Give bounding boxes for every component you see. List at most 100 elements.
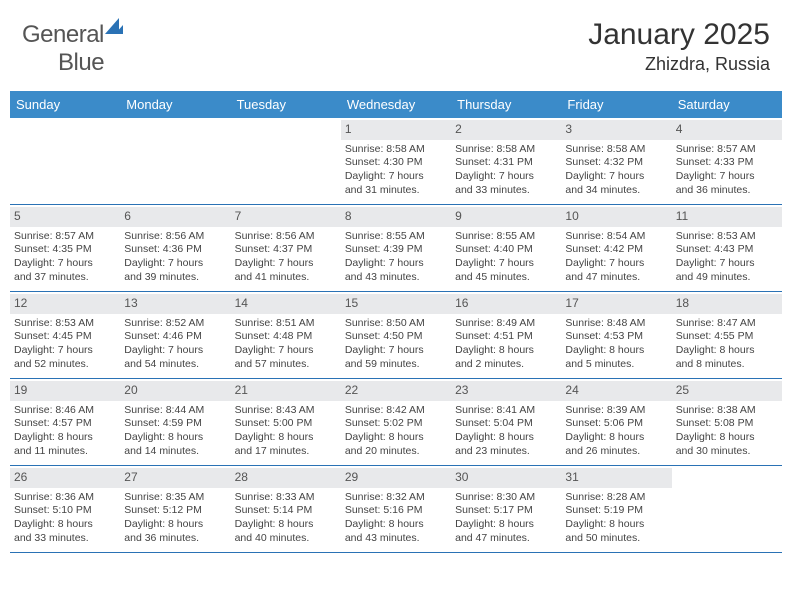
cell-daylight1: Daylight: 7 hours (235, 257, 337, 271)
cell-sunset: Sunset: 4:50 PM (345, 330, 447, 344)
cell-sunrise: Sunrise: 8:56 AM (124, 230, 226, 244)
cell-daylight1: Daylight: 8 hours (14, 431, 116, 445)
cell-daylight1: Daylight: 7 hours (565, 257, 667, 271)
cell-daylight1: Daylight: 7 hours (124, 257, 226, 271)
cell-daylight2: and 43 minutes. (345, 271, 447, 285)
cell-sunset: Sunset: 4:57 PM (14, 417, 116, 431)
cell-daylight2: and 14 minutes. (124, 445, 226, 459)
cell-sunset: Sunset: 4:51 PM (455, 330, 557, 344)
calendar-header-row: Sunday Monday Tuesday Wednesday Thursday… (10, 91, 782, 118)
day-number: 11 (672, 207, 782, 227)
cell-sunset: Sunset: 4:36 PM (124, 243, 226, 257)
calendar-cell: 10Sunrise: 8:54 AMSunset: 4:42 PMDayligh… (561, 205, 671, 291)
cell-sunrise: Sunrise: 8:53 AM (14, 317, 116, 331)
cell-daylight2: and 59 minutes. (345, 358, 447, 372)
day-number: 26 (10, 468, 120, 488)
cell-sunset: Sunset: 4:48 PM (235, 330, 337, 344)
calendar-cell: 2Sunrise: 8:58 AMSunset: 4:31 PMDaylight… (451, 118, 561, 204)
day-number: 5 (10, 207, 120, 227)
calendar-cell: . (672, 466, 782, 552)
calendar-cell: 22Sunrise: 8:42 AMSunset: 5:02 PMDayligh… (341, 379, 451, 465)
cell-sunrise: Sunrise: 8:38 AM (676, 404, 778, 418)
day-number: 14 (231, 294, 341, 314)
day-number: 8 (341, 207, 451, 227)
cell-sunrise: Sunrise: 8:58 AM (345, 143, 447, 157)
cell-sunrise: Sunrise: 8:55 AM (345, 230, 447, 244)
cell-daylight2: and 26 minutes. (565, 445, 667, 459)
cell-sunset: Sunset: 5:10 PM (14, 504, 116, 518)
cell-sunrise: Sunrise: 8:51 AM (235, 317, 337, 331)
cell-sunset: Sunset: 4:46 PM (124, 330, 226, 344)
cell-daylight2: and 52 minutes. (14, 358, 116, 372)
day-number: 12 (10, 294, 120, 314)
cell-daylight2: and 49 minutes. (676, 271, 778, 285)
cell-daylight2: and 23 minutes. (455, 445, 557, 459)
cell-sunset: Sunset: 4:35 PM (14, 243, 116, 257)
cell-daylight1: Daylight: 8 hours (565, 431, 667, 445)
cell-daylight1: Daylight: 8 hours (565, 344, 667, 358)
cell-daylight2: and 40 minutes. (235, 532, 337, 546)
calendar-cell: . (10, 118, 120, 204)
cell-sunrise: Sunrise: 8:50 AM (345, 317, 447, 331)
cell-daylight1: Daylight: 8 hours (235, 518, 337, 532)
cell-daylight2: and 47 minutes. (455, 532, 557, 546)
cell-sunrise: Sunrise: 8:56 AM (235, 230, 337, 244)
dayhead-wednesday: Wednesday (341, 91, 451, 118)
calendar-cell: 5Sunrise: 8:57 AMSunset: 4:35 PMDaylight… (10, 205, 120, 291)
cell-sunrise: Sunrise: 8:30 AM (455, 491, 557, 505)
calendar-cell: 28Sunrise: 8:33 AMSunset: 5:14 PMDayligh… (231, 466, 341, 552)
cell-sunrise: Sunrise: 8:36 AM (14, 491, 116, 505)
cell-sunset: Sunset: 5:14 PM (235, 504, 337, 518)
cell-daylight2: and 33 minutes. (14, 532, 116, 546)
calendar-cell: 26 Sunrise: 8:36 AMSunset: 5:10 PMDayligh… (10, 466, 120, 552)
day-number: 7 (231, 207, 341, 227)
dayhead-monday: Monday (120, 91, 230, 118)
day-number: 25 (672, 381, 782, 401)
logo-part1: General (22, 21, 104, 48)
day-number: 20 (120, 381, 230, 401)
calendar-cell: 3Sunrise: 8:58 AMSunset: 4:32 PMDaylight… (561, 118, 671, 204)
cell-daylight1: Daylight: 8 hours (455, 431, 557, 445)
cell-daylight1: Daylight: 7 hours (455, 170, 557, 184)
cell-daylight2: and 11 minutes. (14, 445, 116, 459)
logo-part2: Blue (58, 49, 104, 76)
dayhead-friday: Friday (561, 91, 671, 118)
day-number: 17 (561, 294, 671, 314)
cell-sunset: Sunset: 4:43 PM (676, 243, 778, 257)
cell-sunset: Sunset: 4:37 PM (235, 243, 337, 257)
cell-sunrise: Sunrise: 8:57 AM (14, 230, 116, 244)
day-number: 22 (341, 381, 451, 401)
cell-sunset: Sunset: 5:06 PM (565, 417, 667, 431)
day-number: 31 (561, 468, 671, 488)
cell-sunset: Sunset: 4:55 PM (676, 330, 778, 344)
cell-sunset: Sunset: 5:02 PM (345, 417, 447, 431)
cell-sunset: Sunset: 5:19 PM (565, 504, 667, 518)
calendar-cell: 20Sunrise: 8:44 AMSunset: 4:59 PMDayligh… (120, 379, 230, 465)
cell-sunrise: Sunrise: 8:42 AM (345, 404, 447, 418)
day-number: 23 (451, 381, 561, 401)
cell-sunrise: Sunrise: 8:49 AM (455, 317, 557, 331)
cell-daylight2: and 54 minutes. (124, 358, 226, 372)
cell-daylight1: Daylight: 7 hours (455, 257, 557, 271)
cell-sunrise: Sunrise: 8:39 AM (565, 404, 667, 418)
cell-daylight1: Daylight: 7 hours (14, 344, 116, 358)
cell-sunset: Sunset: 4:31 PM (455, 156, 557, 170)
cell-daylight1: Daylight: 7 hours (124, 344, 226, 358)
calendar-week-row: 26Sunrise: 8:36 AMSunset: 5:10 PMDayligh… (10, 466, 782, 553)
dayhead-sunday: Sunday (10, 91, 120, 118)
day-number: 10 (561, 207, 671, 227)
cell-daylight2: and 5 minutes. (565, 358, 667, 372)
cell-daylight2: and 2 minutes. (455, 358, 557, 372)
calendar-cell: 16Sunrise: 8:49 AMSunset: 4:51 PMDayligh… (451, 292, 561, 378)
calendar-cell: 31Sunrise: 8:28 AMSunset: 5:19 PMDayligh… (561, 466, 671, 552)
cell-sunrise: Sunrise: 8:52 AM (124, 317, 226, 331)
day-number: 1 (341, 120, 451, 140)
day-number: 29 (341, 468, 451, 488)
cell-sunrise: Sunrise: 8:53 AM (676, 230, 778, 244)
calendar-cell: 15Sunrise: 8:50 AMSunset: 4:50 PMDayligh… (341, 292, 451, 378)
cell-daylight2: and 8 minutes. (676, 358, 778, 372)
cell-sunrise: Sunrise: 8:44 AM (124, 404, 226, 418)
calendar-cell: 30Sunrise: 8:30 AMSunset: 5:17 PMDayligh… (451, 466, 561, 552)
cell-sunset: Sunset: 4:33 PM (676, 156, 778, 170)
cell-daylight1: Daylight: 8 hours (14, 518, 116, 532)
